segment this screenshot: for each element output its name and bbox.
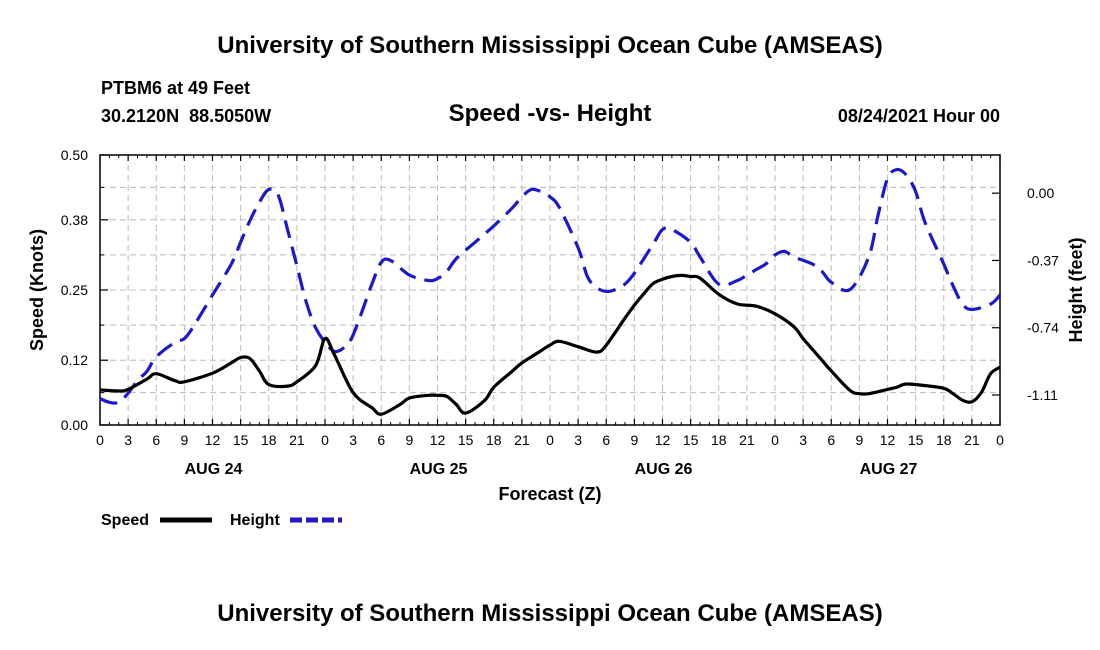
x-tick-label: 0 [546,432,554,448]
x-tick-label: 21 [289,432,305,448]
x-tick-label: 21 [514,432,530,448]
x-tick-label: 9 [405,432,413,448]
x-tick-label: 3 [799,432,807,448]
y2-tick-label: 0.00 [1027,185,1054,201]
y-tick-label: 0.38 [61,212,88,228]
x-tick-label: 15 [908,432,924,448]
x-tick-label: 15 [458,432,474,448]
x-tick-label: 18 [711,432,727,448]
x-tick-label: 15 [233,432,249,448]
x-tick-label: 6 [602,432,610,448]
x-tick-label: 12 [205,432,221,448]
x-tick-label: 0 [321,432,329,448]
x-tick-label: 0 [771,432,779,448]
x-tick-label: 9 [630,432,638,448]
x-tick-label: 3 [574,432,582,448]
height-series-line [99,167,1002,405]
y-tick-label: 0.12 [61,352,88,368]
bottom-title: University of Southern Mississippi Ocean… [217,600,883,627]
x-tick-label: 9 [180,432,188,448]
x-tick-label: 0 [996,432,1004,448]
x-tick-label: 6 [152,432,160,448]
day-label: AUG 27 [860,461,918,478]
y-tick-label: 0.50 [61,147,88,163]
x-tick-label: 12 [430,432,446,448]
y2-axis-title: Height (feet) [1066,238,1086,343]
x-tick-label: 6 [377,432,385,448]
speed-series-line [99,273,1001,416]
legend-height-label: Height [230,512,280,529]
x-tick-label: 12 [880,432,896,448]
y-axis-title: Speed (Knots) [27,229,47,351]
station-name: PTBM6 at 49 Feet [101,78,251,98]
chart-date: 08/24/2021 Hour 00 [837,106,1000,126]
legend-speed-label: Speed [101,512,149,529]
day-label: AUG 24 [185,461,243,478]
x-axis-title: Forecast (Z) [498,484,601,504]
x-tick-label: 6 [827,432,835,448]
x-tick-label: 12 [655,432,671,448]
x-tick-label: 21 [739,432,755,448]
x-tick-label: 15 [683,432,699,448]
y2-tick-label: -1.11 [1027,387,1058,403]
day-label: AUG 25 [410,461,468,478]
x-tick-label: 18 [486,432,502,448]
y-tick-label: 0.00 [61,417,88,433]
y-tick-label: 0.25 [61,282,88,298]
x-tick-label: 9 [855,432,863,448]
y2-tick-label: -0.74 [1027,320,1059,336]
x-tick-label: 18 [261,432,277,448]
chart-title: Speed -vs- Height [448,100,652,127]
x-tick-label: 21 [964,432,980,448]
x-tick-label: 18 [936,432,952,448]
x-tick-label: 3 [124,432,132,448]
y2-tick-label: -0.37 [1027,252,1059,268]
day-label: AUG 26 [635,461,693,478]
x-tick-label: 3 [349,432,357,448]
x-tick-label: 0 [96,432,104,448]
station-coordinates: 30.2120N 88.5050W [101,106,272,126]
top-title: University of Southern Mississippi Ocean… [217,32,883,59]
